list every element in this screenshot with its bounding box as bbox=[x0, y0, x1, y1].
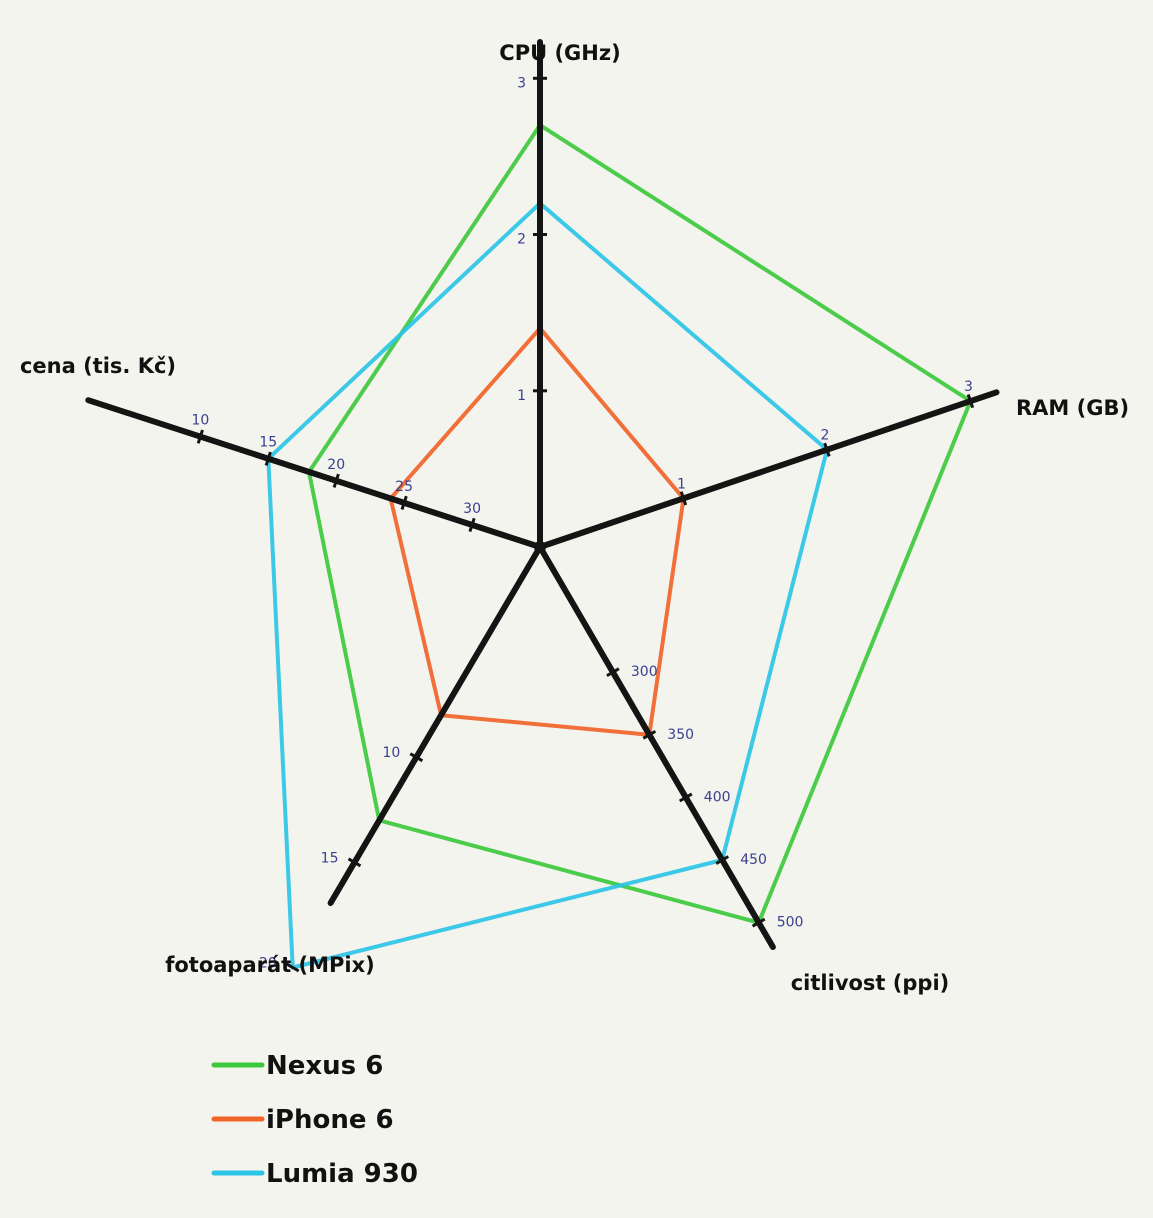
axis-tick-4-3 bbox=[400, 495, 408, 510]
tick-label-2-3: 450 bbox=[740, 852, 767, 868]
axis-tick-4-4 bbox=[468, 517, 476, 533]
tick-label-3-0: 10 bbox=[382, 745, 400, 761]
axis-label-ram-gb: RAM (GB) bbox=[1016, 396, 1129, 420]
axis-label-cena-tis-k: cena (tis. Kč) bbox=[20, 354, 176, 378]
axis-tick-2-0 bbox=[606, 667, 620, 677]
tick-label-1-1: 2 bbox=[821, 428, 830, 444]
tick-label-1-2: 3 bbox=[964, 379, 973, 395]
tick-label-0-1: 2 bbox=[517, 232, 526, 248]
axes-layer: 1 2 3 CPU (GHz) 1 2 3 RAM (GB) 300 350 400 450 500 ci… bbox=[20, 39, 1129, 995]
tick-label-2-0: 300 bbox=[631, 664, 658, 680]
axis-tick-2-4 bbox=[751, 917, 766, 928]
tick-label-0-2: 3 bbox=[517, 75, 526, 91]
tick-label-4-4: 30 bbox=[463, 501, 481, 517]
axis-tick-2-2 bbox=[678, 792, 693, 803]
axis-center bbox=[534, 541, 546, 553]
tick-label-2-2: 400 bbox=[704, 789, 731, 805]
tick-label-3-2: 20 bbox=[259, 956, 277, 972]
tick-label-4-3: 25 bbox=[395, 479, 413, 495]
axis-tick-1-1 bbox=[823, 442, 831, 457]
tick-label-4-1: 15 bbox=[259, 435, 277, 451]
axis-tick-3-1 bbox=[347, 857, 362, 868]
tick-label-4-2: 20 bbox=[327, 457, 345, 473]
axis-tick-3-0 bbox=[409, 752, 424, 763]
axis-label-fotoapar-t-mpix: fotoaparát (MPix) bbox=[165, 953, 375, 977]
axis-tick-4-0 bbox=[196, 429, 204, 444]
axis-tick-3-2 bbox=[285, 962, 300, 973]
series-layer bbox=[266, 123, 973, 970]
tick-label-0-0: 1 bbox=[517, 388, 526, 404]
axis-line-2 bbox=[537, 544, 776, 950]
series-line-iphone-6 bbox=[388, 326, 686, 737]
series-line-nexus-6 bbox=[307, 123, 973, 925]
legend-label-nexus-6: Nexus 6 bbox=[266, 1051, 383, 1081]
tick-label-3-1: 15 bbox=[321, 850, 339, 866]
axis-tick-2-3 bbox=[715, 855, 730, 865]
axis-line-4 bbox=[85, 397, 543, 550]
tick-label-1-0: 1 bbox=[677, 476, 686, 492]
axis-label-citlivost-ppi: citlivost (ppi) bbox=[791, 971, 950, 995]
tick-label-2-1: 350 bbox=[667, 727, 694, 743]
axis-tick-1-0 bbox=[679, 491, 688, 506]
tick-label-4-0: 10 bbox=[191, 413, 209, 429]
axis-line-1 bbox=[537, 389, 1000, 550]
axis-tick-4-1 bbox=[264, 451, 272, 466]
axis-tick-1-2 bbox=[966, 394, 975, 409]
axis-tick-4-2 bbox=[332, 473, 340, 488]
tick-label-2-4: 500 bbox=[777, 915, 804, 931]
axis-line-3 bbox=[327, 544, 543, 906]
axis-tick-2-1 bbox=[642, 730, 657, 740]
legend-label-lumia-930: Lumia 930 bbox=[266, 1159, 418, 1189]
axis-label-cpu-ghz: CPU (GHz) bbox=[499, 41, 620, 65]
series-line-lumia-930 bbox=[266, 201, 829, 970]
legend-label-iphone-6: iPhone 6 bbox=[266, 1105, 394, 1135]
legend: Nexus 6 iPhone 6 Lumia 930 bbox=[211, 1051, 418, 1189]
